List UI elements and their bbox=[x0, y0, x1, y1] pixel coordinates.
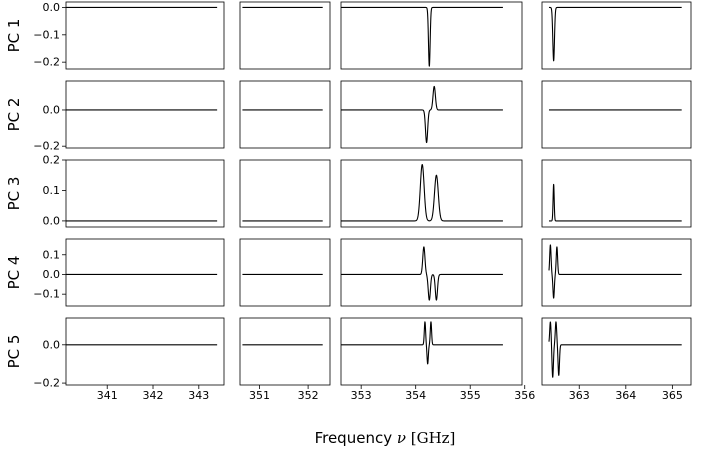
ytick-label-r4-0: 0.1 bbox=[43, 248, 61, 261]
panel-r5-c4: 363 364 365 bbox=[541, 317, 692, 402]
ytick-label-r4-2: −0.1 bbox=[33, 288, 60, 301]
panel-frame-r3-c3 bbox=[340, 159, 523, 228]
row-label-4: PC 4 bbox=[5, 256, 23, 290]
panel-r4-c3 bbox=[340, 238, 523, 307]
xtick-label-c4-1: 364 bbox=[615, 389, 636, 402]
panel-frame-r5-c2 bbox=[239, 317, 331, 386]
panel-r2-c3 bbox=[340, 80, 523, 149]
panel-r2-c2 bbox=[239, 80, 331, 149]
ytick-label-r1-2: −0.2 bbox=[33, 56, 60, 69]
panel-frame-r4-c4 bbox=[541, 238, 692, 307]
spectrum-line-r1-c3 bbox=[340, 6, 504, 67]
x-axis-label-unit: [GHz] bbox=[406, 429, 455, 447]
panel-r4-c2 bbox=[239, 238, 331, 307]
xtick-label-c2-0: 351 bbox=[249, 389, 270, 402]
panel-frame-r5-c3 bbox=[340, 317, 523, 386]
panel-frame-r3-c1 bbox=[65, 159, 225, 228]
row-label-3: PC 3 bbox=[5, 177, 23, 211]
panel-r1-c1: 0.0 −0.1 −0.2 bbox=[33, 1, 225, 70]
panel-r1-c2 bbox=[239, 1, 331, 70]
ytick-label-r4-1: 0.0 bbox=[43, 268, 61, 281]
row-label-1: PC 1 bbox=[5, 19, 23, 53]
panel-r5-c2: 351 352 bbox=[239, 317, 331, 402]
panel-frame-r2-c3 bbox=[340, 80, 523, 149]
spectrum-line-r5-c4 bbox=[548, 321, 683, 378]
panel-frame-r1-c4 bbox=[541, 1, 692, 70]
panel-r4-c1: 0.1 0.0 −0.1 bbox=[33, 238, 225, 307]
ytick-label-r3-2: 0.0 bbox=[43, 214, 61, 227]
panel-r2-c1: 0.0 −0.2 bbox=[33, 80, 225, 153]
xtick-label-c4-0: 363 bbox=[569, 389, 590, 402]
x-axis-label-symbol: ν bbox=[397, 429, 406, 447]
ytick-label-r5-0: 0.0 bbox=[43, 338, 61, 351]
spectrum-line-r4-c3 bbox=[340, 246, 504, 301]
panel-frame-r5-c4 bbox=[541, 317, 692, 386]
panel-frame-r1-c2 bbox=[239, 1, 331, 70]
panel-frame-r3-c4 bbox=[541, 159, 692, 228]
ytick-label-r1-1: −0.1 bbox=[33, 28, 60, 41]
xtick-label-c3-0: 353 bbox=[351, 389, 372, 402]
ytick-label-r2-1: −0.2 bbox=[33, 140, 60, 153]
panel-r3-c3 bbox=[340, 159, 523, 228]
spectrum-line-r1-c4 bbox=[548, 6, 683, 62]
panel-frame-r4-c2 bbox=[239, 238, 331, 307]
panel-r3-c2 bbox=[239, 159, 331, 228]
panel-frame-r4-c3 bbox=[340, 238, 523, 307]
panel-frame-r2-c2 bbox=[239, 80, 331, 149]
xtick-label-c3-2: 355 bbox=[460, 389, 481, 402]
xtick-label-c1-2: 343 bbox=[188, 389, 209, 402]
panel-r1-c4 bbox=[541, 1, 692, 70]
panel-frame-r2-c4 bbox=[541, 80, 692, 149]
panel-r5-c3: 353 354 355 356 bbox=[340, 317, 535, 402]
ytick-label-r3-1: 0.1 bbox=[43, 184, 61, 197]
xtick-label-c2-1: 352 bbox=[298, 389, 319, 402]
spectrum-line-r3-c4 bbox=[548, 183, 683, 222]
xtick-label-c3-3: 356 bbox=[514, 389, 535, 402]
spectrum-line-r5-c3 bbox=[340, 321, 504, 365]
x-axis-label-prefix: Frequency bbox=[315, 429, 397, 447]
panel-frame-r2-c1 bbox=[65, 80, 225, 149]
panel-r5-c1: 0.0 −0.2 341 342 343 bbox=[33, 317, 225, 402]
panel-r2-c4 bbox=[541, 80, 692, 149]
panel-frame-r1-c3 bbox=[340, 1, 523, 70]
spectrum-line-r4-c4 bbox=[548, 244, 683, 299]
xtick-label-c1-1: 342 bbox=[143, 389, 164, 402]
ytick-label-r2-0: 0.0 bbox=[43, 103, 61, 116]
spectrum-line-r2-c3 bbox=[340, 85, 504, 144]
ytick-label-r5-1: −0.2 bbox=[33, 377, 60, 390]
x-axis-label: Frequency ν [GHz] bbox=[315, 429, 456, 447]
row-label-5: PC 5 bbox=[5, 335, 23, 369]
panel-frame-r4-c1 bbox=[65, 238, 225, 307]
panel-r1-c3 bbox=[340, 1, 523, 70]
xtick-label-c1-0: 341 bbox=[97, 389, 118, 402]
panel-r3-c4 bbox=[541, 159, 692, 228]
xtick-label-c3-1: 354 bbox=[405, 389, 426, 402]
xtick-label-c4-2: 365 bbox=[662, 389, 683, 402]
row-label-2: PC 2 bbox=[5, 98, 23, 132]
panel-frame-r5-c1 bbox=[65, 317, 225, 386]
panel-r3-c1: 0.2 0.1 0.0 bbox=[43, 154, 225, 228]
panel-r4-c4 bbox=[541, 238, 692, 307]
spectrum-line-r3-c3 bbox=[340, 164, 504, 222]
ytick-label-r3-0: 0.2 bbox=[43, 154, 61, 167]
panel-frame-r3-c2 bbox=[239, 159, 331, 228]
panel-frame-r1-c1 bbox=[65, 1, 225, 70]
ytick-label-r1-0: 0.0 bbox=[43, 1, 61, 14]
